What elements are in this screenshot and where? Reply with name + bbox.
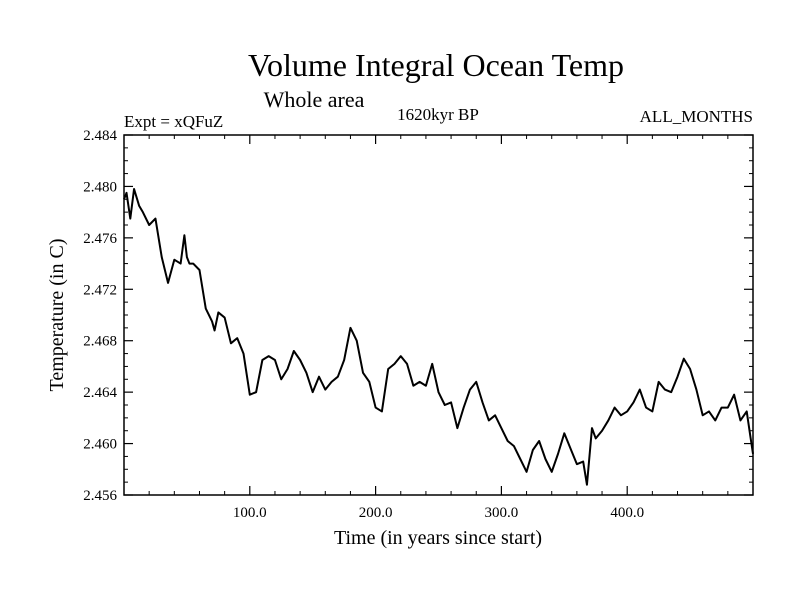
y-axis: 2.456 2.460 2.464 2.468 2.472 2.476 2.480 2.484 <box>83 128 753 504</box>
chart-subtitle: Whole area <box>264 87 365 112</box>
x-axis-label: Time (in years since start) <box>334 527 542 549</box>
y-tick-label: 2.480 <box>83 179 117 195</box>
period-label: 1620kyr BP <box>397 105 479 124</box>
x-tick-label: 200.0 <box>359 505 393 521</box>
months-label: ALL_MONTHS <box>640 107 753 126</box>
y-tick-label: 2.476 <box>83 231 117 247</box>
chart-title: Volume Integral Ocean Temp <box>248 47 624 83</box>
y-tick-label: 2.484 <box>83 128 117 144</box>
y-tick-label: 2.460 <box>83 437 117 453</box>
y-tick-label: 2.456 <box>83 488 117 504</box>
y-tick-label: 2.464 <box>83 385 117 401</box>
x-tick-label: 100.0 <box>233 505 267 521</box>
x-tick-label: 400.0 <box>610 505 644 521</box>
y-axis-label: Temperature (in C) <box>46 239 68 392</box>
x-axis: 100.0 200.0 300.0 400.0 <box>148 135 729 521</box>
experiment-label: Expt = xQFuZ <box>124 112 223 131</box>
y-tick-label: 2.468 <box>83 334 117 350</box>
temperature-series-line <box>123 188 754 486</box>
y-tick-label: 2.472 <box>83 282 117 298</box>
x-tick-label: 300.0 <box>485 505 519 521</box>
